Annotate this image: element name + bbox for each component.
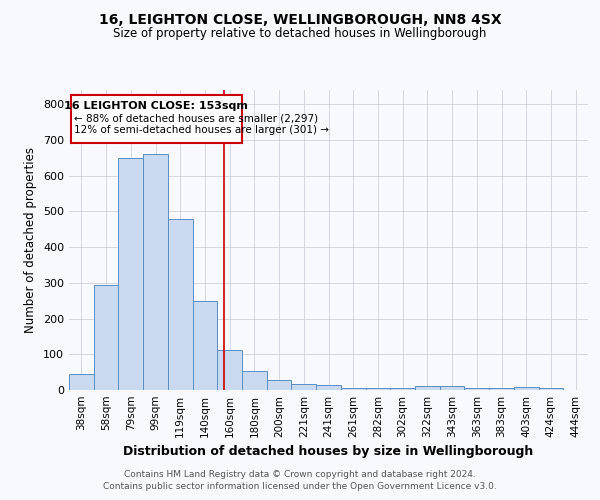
Bar — [415, 386, 440, 390]
Text: Contains HM Land Registry data © Crown copyright and database right 2024.: Contains HM Land Registry data © Crown c… — [124, 470, 476, 479]
Bar — [390, 388, 415, 390]
Bar — [514, 387, 539, 390]
Bar — [489, 388, 514, 390]
Bar — [242, 372, 267, 390]
Bar — [440, 386, 464, 390]
Text: Size of property relative to detached houses in Wellingborough: Size of property relative to detached ho… — [113, 28, 487, 40]
X-axis label: Distribution of detached houses by size in Wellingborough: Distribution of detached houses by size … — [124, 446, 533, 458]
Bar — [267, 380, 292, 390]
Bar — [464, 388, 489, 390]
Bar — [69, 374, 94, 390]
Bar — [168, 218, 193, 390]
Text: ← 88% of detached houses are smaller (2,297): ← 88% of detached houses are smaller (2,… — [74, 113, 319, 123]
Text: 12% of semi-detached houses are larger (301) →: 12% of semi-detached houses are larger (… — [74, 125, 329, 135]
Bar — [341, 388, 365, 390]
Bar — [217, 350, 242, 390]
Bar — [94, 286, 118, 390]
FancyBboxPatch shape — [71, 96, 242, 142]
Text: 16, LEIGHTON CLOSE, WELLINGBOROUGH, NN8 4SX: 16, LEIGHTON CLOSE, WELLINGBOROUGH, NN8 … — [98, 12, 502, 26]
Bar — [365, 388, 390, 390]
Bar — [193, 300, 217, 390]
Bar — [143, 154, 168, 390]
Bar — [118, 158, 143, 390]
Bar — [316, 384, 341, 390]
Text: 16 LEIGHTON CLOSE: 153sqm: 16 LEIGHTON CLOSE: 153sqm — [64, 101, 248, 111]
Y-axis label: Number of detached properties: Number of detached properties — [25, 147, 37, 333]
Bar — [539, 388, 563, 390]
Text: Contains public sector information licensed under the Open Government Licence v3: Contains public sector information licen… — [103, 482, 497, 491]
Bar — [292, 384, 316, 390]
